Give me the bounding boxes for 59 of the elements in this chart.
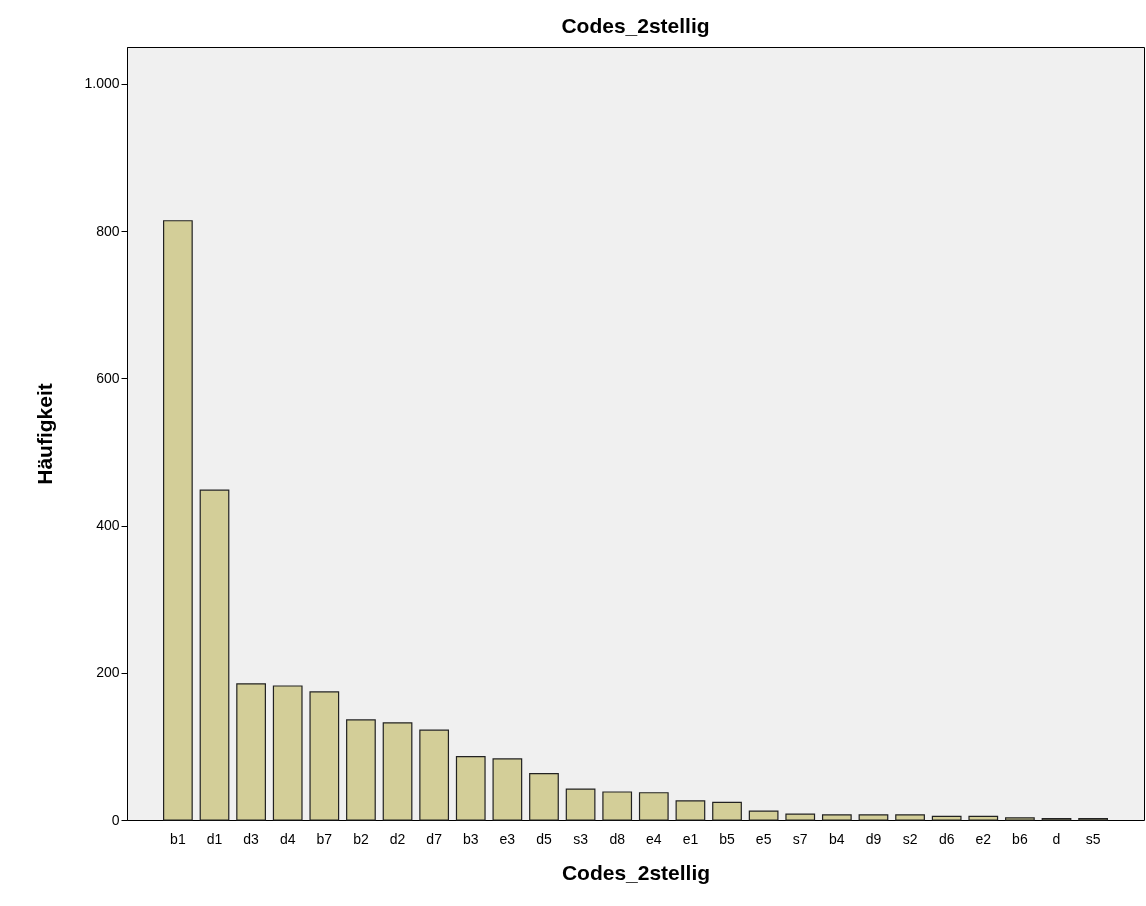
x-tick-label: s2 bbox=[902, 830, 918, 847]
x-tick-label: s3 bbox=[573, 830, 589, 847]
bar bbox=[272, 685, 303, 821]
x-tick-label: e5 bbox=[755, 830, 772, 847]
x-tick-label: d3 bbox=[243, 830, 260, 847]
y-tick-label: 1.000 bbox=[84, 75, 120, 92]
x-axis-title: Codes_2stellig bbox=[561, 860, 711, 884]
x-tick-label: e1 bbox=[682, 830, 699, 847]
x-tick-label: d8 bbox=[609, 830, 626, 847]
bar bbox=[1005, 817, 1035, 821]
x-tick-label: e2 bbox=[975, 830, 992, 847]
x-tick-label: d bbox=[1052, 830, 1061, 847]
bar bbox=[565, 788, 596, 821]
bar bbox=[968, 815, 999, 821]
x-tick-label: d2 bbox=[389, 830, 406, 847]
y-tick-label: 800 bbox=[96, 222, 120, 239]
chart-title: Codes_2stellig bbox=[561, 14, 710, 37]
x-tick-label: b5 bbox=[719, 830, 736, 847]
x-tick-label: d1 bbox=[206, 830, 223, 847]
bar bbox=[492, 758, 523, 821]
x-tick-label: d9 bbox=[865, 830, 882, 847]
y-tick-label: 400 bbox=[96, 517, 120, 534]
bar bbox=[895, 814, 925, 821]
bar bbox=[382, 722, 413, 821]
x-tick-label: e4 bbox=[646, 830, 662, 847]
bar bbox=[455, 756, 486, 821]
bar bbox=[675, 800, 706, 821]
bar bbox=[821, 814, 852, 821]
x-tick-label: d4 bbox=[279, 830, 296, 847]
bar bbox=[785, 813, 816, 821]
x-tick-label: e3 bbox=[499, 830, 516, 847]
bar bbox=[529, 773, 559, 821]
bar bbox=[419, 729, 450, 821]
x-tick-label: s5 bbox=[1085, 830, 1101, 847]
x-tick-label: d7 bbox=[426, 830, 443, 847]
bar bbox=[199, 489, 230, 821]
x-tick-label: s7 bbox=[792, 830, 808, 847]
bar bbox=[638, 792, 669, 821]
bar bbox=[346, 719, 376, 821]
x-tick-label: b1 bbox=[170, 830, 186, 847]
y-tick-label: 200 bbox=[96, 664, 120, 681]
y-tick-label: 600 bbox=[96, 369, 120, 386]
bar bbox=[748, 810, 779, 821]
x-tick-label: b2 bbox=[353, 830, 369, 847]
bar bbox=[931, 815, 962, 821]
bar bbox=[163, 220, 193, 821]
bar bbox=[309, 691, 340, 821]
y-axis-title: Häufigkeit bbox=[33, 383, 57, 485]
x-tick-label: d5 bbox=[536, 830, 552, 847]
x-tick-label: b6 bbox=[1012, 830, 1028, 847]
y-tick-label: 0 bbox=[111, 811, 120, 828]
bar bbox=[602, 791, 633, 821]
x-tick-label: b3 bbox=[462, 830, 479, 847]
x-tick-label: d6 bbox=[938, 830, 955, 847]
x-tick-label: b7 bbox=[316, 830, 333, 847]
bar bbox=[858, 814, 889, 821]
bar bbox=[712, 801, 742, 821]
x-tick-label: b4 bbox=[829, 830, 845, 847]
bar bbox=[236, 683, 266, 821]
